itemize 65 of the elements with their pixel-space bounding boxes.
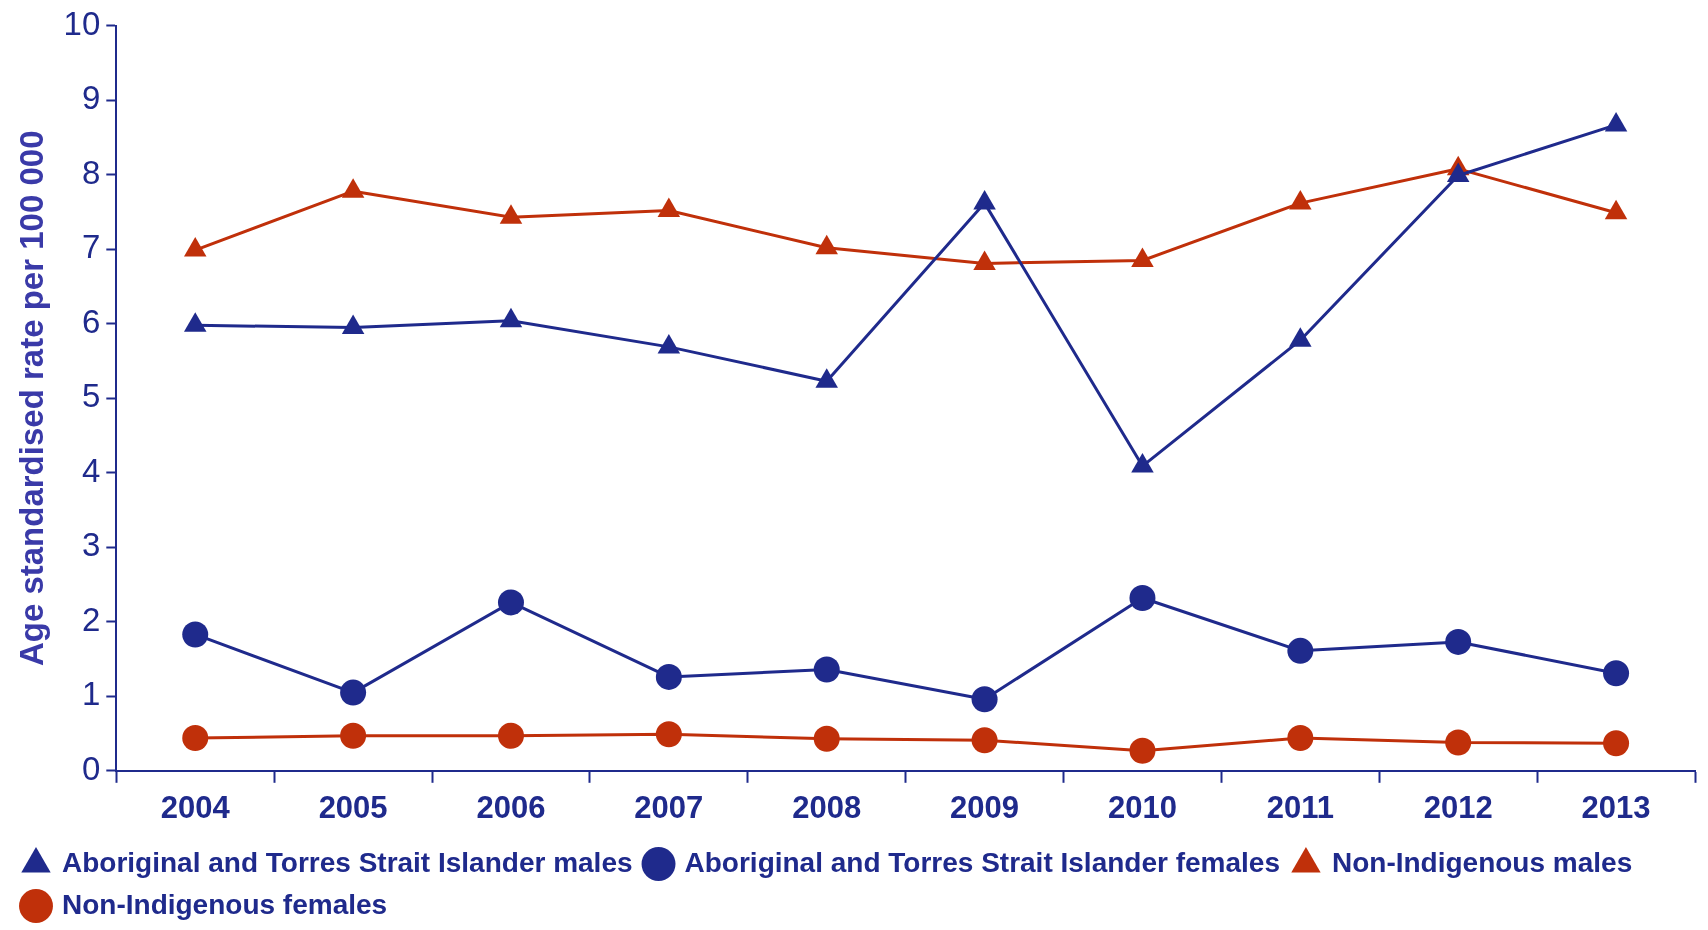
x-tick-label: 2005 [318,789,388,825]
x-tick-label: 2004 [160,789,231,825]
point [182,621,209,648]
point [1289,327,1312,347]
y-tick-label: 5 [81,377,101,415]
y-tick-label: 10 [63,4,101,42]
y-tick-label: 0 [81,749,101,787]
point [1131,247,1154,267]
point [497,589,524,616]
point [1445,628,1472,655]
x-tick-label: 2013 [1581,789,1651,825]
point [655,663,682,690]
legend-label: Aboriginal and Torres Strait Islander males [62,846,633,878]
legend-label: Aboriginal and Torres Strait Islander females [684,846,1280,878]
point [971,686,998,713]
point [1445,729,1472,756]
x-tick-label: 2008 [792,789,862,825]
x-tick-label: 2007 [634,789,704,825]
point [973,250,996,270]
y-tick-label: 7 [81,228,101,266]
point [1287,637,1314,664]
x-tick-label: 2012 [1423,789,1493,825]
point [973,190,996,210]
point [340,722,367,749]
point [183,312,207,332]
point [1603,730,1630,757]
point [813,656,840,683]
point [499,204,523,224]
x-tick-label: 2006 [476,789,546,825]
point [1289,190,1312,210]
point [657,197,681,218]
legend-label: Non-Indigenous males [1331,846,1633,878]
point [1604,199,1628,220]
point [183,237,207,257]
point [1129,584,1156,611]
y-tick-label: 2 [81,600,101,638]
x-tick-label: 2010 [1107,789,1177,825]
point [499,307,523,328]
point [657,333,681,354]
x-tick-label: 2011 [1266,789,1334,825]
y-tick-label: 8 [81,153,101,191]
x-tick-label: 2009 [950,789,1020,825]
point [971,727,998,754]
point [815,368,838,388]
point [341,178,365,198]
point [1446,162,1470,183]
point [341,314,365,335]
y-tick-label: 9 [81,79,101,117]
point [655,721,682,748]
point [1604,111,1628,132]
y-axis-title: Age standardised rate per 100 000 [12,130,50,667]
point [813,725,840,752]
point [497,722,524,749]
y-tick-label: 3 [81,526,101,564]
point [1131,453,1154,473]
point [1603,660,1630,687]
point [182,725,209,752]
point [815,234,838,255]
y-tick-label: 6 [81,302,101,340]
point [1287,725,1314,752]
y-tick-label: 4 [81,451,101,489]
point [340,679,367,706]
y-tick-label: 1 [81,675,101,713]
point [1129,737,1156,764]
legend-label: Non-Indigenous females [62,888,388,920]
